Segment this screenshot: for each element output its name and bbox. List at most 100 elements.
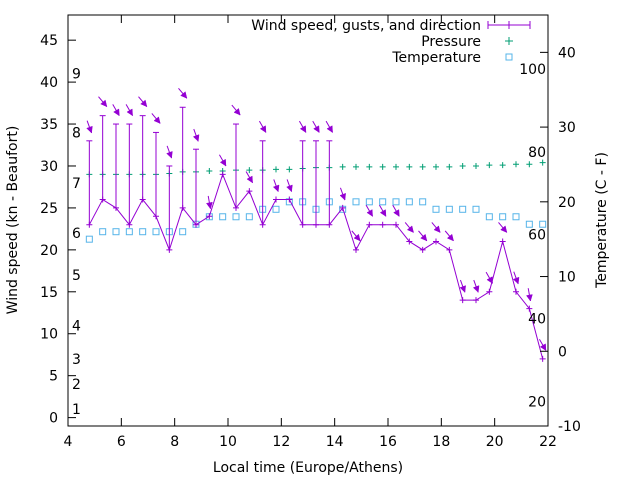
x-tick-label: 10 xyxy=(219,434,237,450)
pressure-point xyxy=(246,167,253,174)
wind-speed-point xyxy=(126,221,133,228)
wind-direction-arrowhead xyxy=(379,209,387,217)
temperature-point xyxy=(232,213,240,221)
wind-direction-arrowhead xyxy=(299,125,307,133)
wind-direction-arrowhead xyxy=(406,225,414,233)
wind-direction-arrowhead xyxy=(180,91,188,99)
wind-direction-arrowhead xyxy=(153,116,161,124)
pressure-point xyxy=(206,168,213,175)
pressure-point xyxy=(286,166,293,173)
y-tick-label-left: 0 xyxy=(49,411,58,427)
wind-speed-point xyxy=(313,221,319,228)
wind-speed-point xyxy=(219,171,226,178)
wind-speed-point xyxy=(99,196,106,203)
wind-direction-arrowhead xyxy=(313,125,320,133)
temperature-point xyxy=(512,213,520,221)
wind-direction-arrowhead xyxy=(246,175,253,184)
fahrenheit-label: 40 xyxy=(528,311,546,327)
pressure-point xyxy=(406,163,413,170)
temperature-point xyxy=(365,198,373,206)
pressure-point xyxy=(459,162,466,169)
wind-direction-arrowhead xyxy=(86,125,93,134)
temperature-point xyxy=(459,205,467,213)
wind-speed-point xyxy=(486,288,493,295)
y-tick-label-right: 30 xyxy=(558,120,576,136)
wind-direction-arrowhead xyxy=(366,209,373,217)
wind-direction-arrowhead xyxy=(433,225,441,233)
wind-direction-arrowhead xyxy=(512,276,520,285)
legend-marker-temperature xyxy=(505,53,513,61)
temperature-point xyxy=(272,205,280,213)
fahrenheit-label: 60 xyxy=(528,228,546,244)
legend-label-wind: Wind speed, gusts, and direction xyxy=(251,18,481,34)
pressure-point xyxy=(393,163,399,170)
wind-direction-arrowhead xyxy=(353,233,361,242)
wind-speed-point xyxy=(339,204,346,211)
beaufort-label: 1 xyxy=(72,402,81,418)
legend-marker-pressure xyxy=(505,37,513,45)
y-tick-label-left: 15 xyxy=(40,285,58,301)
y-tick-label-left: 40 xyxy=(40,75,58,91)
y-tick-label-right: 10 xyxy=(558,270,576,286)
series-layer xyxy=(85,87,547,362)
wind-speed-point xyxy=(193,221,199,228)
legend: Wind speed, gusts, and direction Pressur… xyxy=(251,18,531,66)
wind-speed-point xyxy=(206,213,213,220)
temperature-point xyxy=(525,220,533,228)
wind-speed-point xyxy=(393,221,399,228)
x-tick-label: 16 xyxy=(379,434,397,450)
wind-speed-point xyxy=(299,221,306,228)
wind-direction-arrowhead xyxy=(166,151,173,159)
temperature-point xyxy=(125,228,133,236)
fahrenheit-label: 20 xyxy=(528,394,546,410)
wind-direction-arrowhead xyxy=(526,294,533,302)
temperature-point xyxy=(539,220,547,228)
fahrenheit-label: 100 xyxy=(519,62,546,78)
wind-direction-arrowhead xyxy=(326,125,333,133)
pressure-point xyxy=(273,166,279,173)
beaufort-label: 7 xyxy=(72,176,81,192)
x-axis-label: Local time (Europe/Athens) xyxy=(213,460,403,476)
wind-speed-point xyxy=(473,297,479,304)
fahrenheit-label: 80 xyxy=(528,145,546,161)
temperature-point xyxy=(405,198,413,206)
wind-speed-point xyxy=(233,204,239,211)
wind-speed-point xyxy=(379,221,386,228)
beaufort-label: 5 xyxy=(72,268,81,284)
beaufort-label: 8 xyxy=(72,125,81,141)
beaufort-label: 4 xyxy=(72,318,81,334)
temperature-point xyxy=(419,198,427,206)
temperature-point xyxy=(112,228,120,236)
x-tick-label: 20 xyxy=(486,434,504,450)
temperature-point xyxy=(472,205,480,213)
temperature-point xyxy=(245,213,253,221)
wind-speed-point xyxy=(526,305,533,312)
wind-direction-arrowhead xyxy=(233,108,241,116)
pressure-point xyxy=(353,163,359,170)
temperature-point xyxy=(179,228,187,236)
y-tick-label-left: 45 xyxy=(40,33,58,49)
wind-direction-arrowhead xyxy=(140,99,148,108)
y-tick-label-right: 20 xyxy=(558,195,576,211)
x-tick-label: 6 xyxy=(117,434,126,450)
wind-speed-point xyxy=(286,196,293,203)
temperature-point xyxy=(485,213,493,221)
pressure-point xyxy=(446,163,453,170)
x-tick-label: 22 xyxy=(539,434,557,450)
wind-speed-point xyxy=(259,221,266,228)
wind-direction-arrowhead xyxy=(206,201,213,210)
temperature-point xyxy=(379,198,387,206)
wind-speed-point xyxy=(406,238,413,245)
y-tick-label-left: 5 xyxy=(49,369,58,385)
temperature-point xyxy=(219,213,227,221)
temperature-point xyxy=(352,198,360,206)
y-tick-label-right: -10 xyxy=(558,419,581,435)
legend-label-temperature: Temperature xyxy=(391,50,481,66)
pressure-point xyxy=(499,162,506,169)
wind-speed-point xyxy=(113,204,119,211)
wind-speed-point xyxy=(273,196,279,203)
wind-direction-arrowhead xyxy=(113,108,120,117)
wind-direction-arrowhead xyxy=(192,134,200,142)
pressure-point xyxy=(419,163,426,170)
